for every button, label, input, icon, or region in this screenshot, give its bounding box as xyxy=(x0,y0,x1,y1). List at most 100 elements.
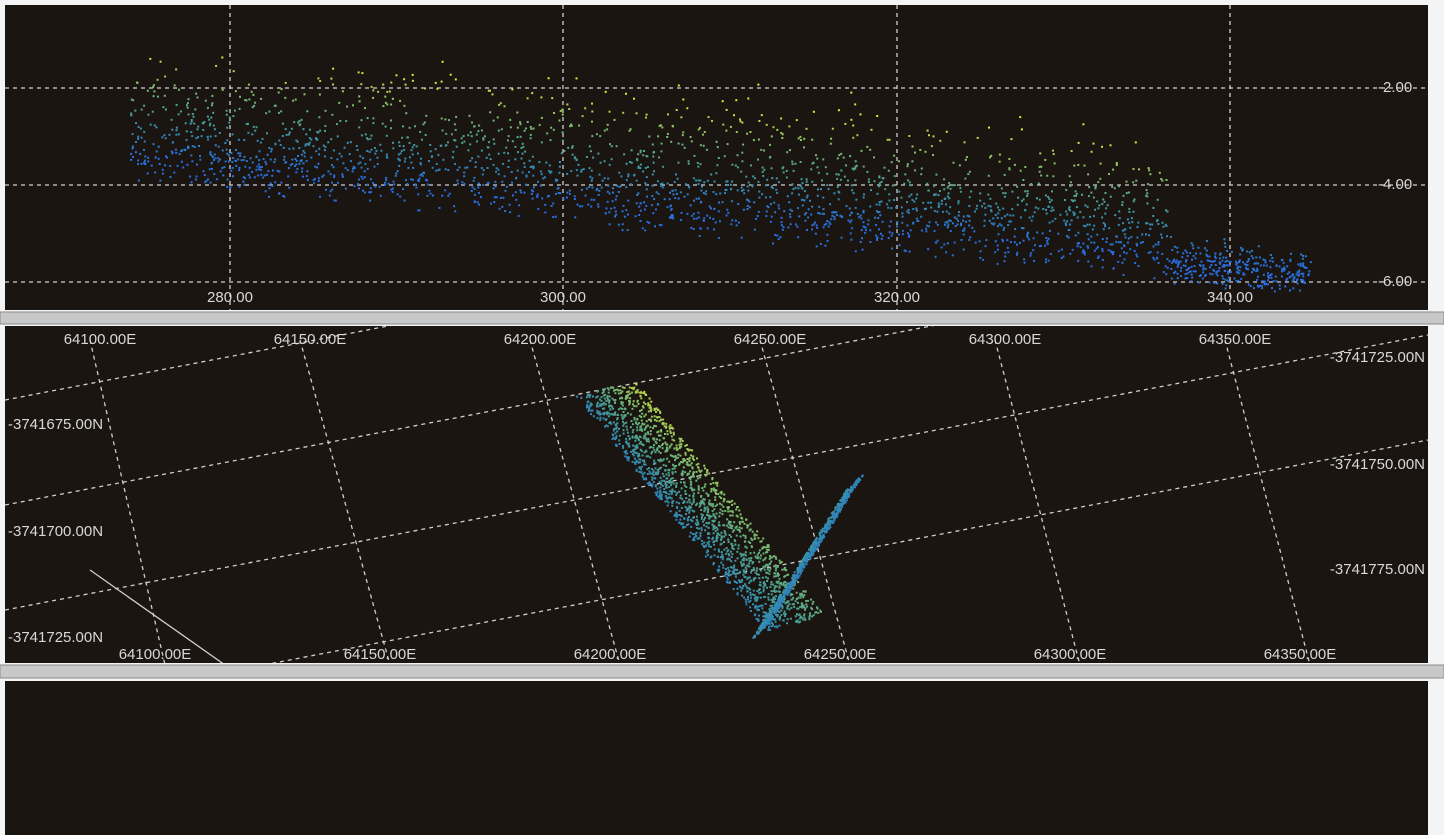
point xyxy=(810,599,812,601)
point xyxy=(464,167,466,169)
point xyxy=(787,587,789,589)
point xyxy=(531,92,533,94)
point xyxy=(1115,241,1117,243)
point xyxy=(568,108,570,110)
point xyxy=(811,608,813,610)
point xyxy=(743,559,745,561)
point xyxy=(781,569,783,571)
point xyxy=(1102,198,1104,200)
point xyxy=(1119,217,1121,219)
point xyxy=(337,182,339,184)
point xyxy=(655,411,657,413)
point xyxy=(1030,183,1032,185)
point xyxy=(686,107,688,109)
point xyxy=(384,96,386,98)
splitter[interactable] xyxy=(0,312,1444,324)
point xyxy=(746,547,748,549)
point xyxy=(1104,213,1106,215)
point xyxy=(500,102,502,104)
point xyxy=(680,191,682,193)
point xyxy=(686,444,688,446)
point xyxy=(730,188,732,190)
point xyxy=(914,152,916,154)
point xyxy=(310,157,312,159)
point xyxy=(607,178,609,180)
point xyxy=(667,206,669,208)
point xyxy=(630,426,632,428)
point xyxy=(840,179,842,181)
point xyxy=(1219,257,1221,259)
point xyxy=(753,578,755,580)
point xyxy=(588,186,590,188)
point xyxy=(612,398,614,400)
point xyxy=(688,185,690,187)
point xyxy=(1147,203,1149,205)
point xyxy=(349,153,351,155)
point xyxy=(750,131,752,133)
point xyxy=(745,537,747,539)
point xyxy=(1083,216,1085,218)
point xyxy=(339,120,341,122)
point xyxy=(374,153,376,155)
point xyxy=(757,215,759,217)
point xyxy=(653,439,655,441)
point xyxy=(907,163,909,165)
point xyxy=(823,208,825,210)
point xyxy=(631,420,633,422)
point xyxy=(701,487,703,489)
point xyxy=(778,204,780,206)
point xyxy=(721,504,723,506)
point xyxy=(738,222,740,224)
point xyxy=(1053,209,1055,211)
point xyxy=(722,100,724,102)
point xyxy=(899,244,901,246)
point xyxy=(1100,163,1102,165)
point xyxy=(737,154,739,156)
point xyxy=(712,505,714,507)
point xyxy=(750,597,752,599)
point xyxy=(169,165,171,167)
point xyxy=(773,202,775,204)
point xyxy=(665,465,667,467)
point xyxy=(540,185,542,187)
point xyxy=(808,616,810,618)
point xyxy=(544,204,546,206)
point xyxy=(655,209,657,211)
point xyxy=(429,144,431,146)
point xyxy=(668,474,670,476)
point xyxy=(670,205,672,207)
point xyxy=(715,482,717,484)
point xyxy=(392,188,394,190)
point xyxy=(1011,191,1013,193)
point xyxy=(258,159,260,161)
point xyxy=(588,407,590,409)
point xyxy=(740,171,742,173)
point xyxy=(625,93,627,95)
point xyxy=(274,181,276,183)
point xyxy=(706,551,708,553)
point xyxy=(555,193,557,195)
point xyxy=(666,449,668,451)
point xyxy=(710,483,712,485)
point xyxy=(784,615,786,617)
point xyxy=(999,223,1001,225)
splitter[interactable] xyxy=(0,665,1444,678)
point xyxy=(764,619,766,621)
point xyxy=(1208,260,1210,262)
point xyxy=(992,217,994,219)
point xyxy=(979,240,981,242)
point xyxy=(1215,264,1217,266)
point xyxy=(239,186,241,188)
point xyxy=(757,618,759,620)
point xyxy=(799,606,801,608)
point xyxy=(707,554,709,556)
point xyxy=(734,560,736,562)
point xyxy=(681,507,683,509)
point xyxy=(690,519,692,521)
point xyxy=(609,399,611,401)
point xyxy=(635,448,637,450)
point xyxy=(400,152,402,154)
point xyxy=(915,198,917,200)
point xyxy=(619,435,621,437)
point xyxy=(816,224,818,226)
